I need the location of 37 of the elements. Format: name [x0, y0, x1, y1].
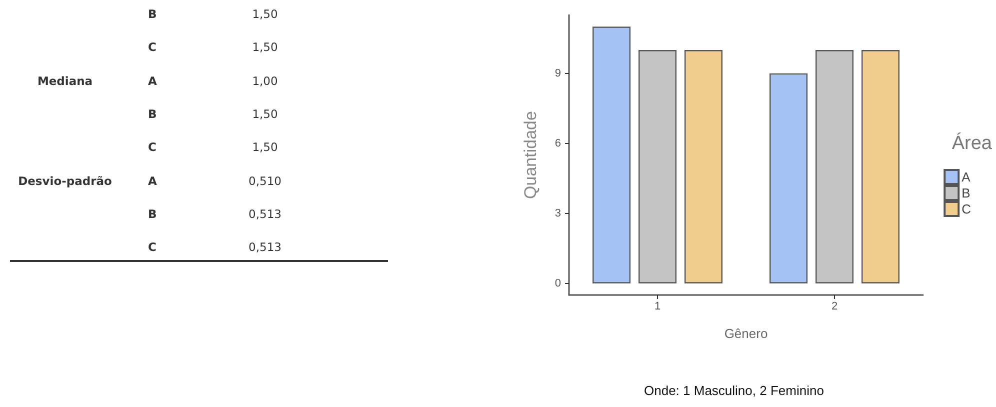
legend-label: A	[962, 170, 971, 184]
y-tick-label: 6	[554, 137, 561, 150]
legend-label: B	[962, 186, 970, 200]
text: C	[147, 39, 158, 56]
text: 1,50	[251, 39, 279, 56]
text: B	[147, 6, 158, 22]
text: C	[147, 139, 158, 156]
text: C	[147, 239, 158, 256]
text: B	[147, 206, 158, 222]
text: A	[148, 74, 157, 88]
text: 1,50	[251, 6, 279, 22]
text: Mediana	[36, 72, 94, 89]
legend-title: Área	[952, 132, 992, 154]
y-tick-label: 0	[554, 277, 561, 290]
text: 0,513	[248, 239, 282, 256]
text: Onde: 1 Masculino, 2 Feminino	[644, 383, 824, 398]
text: B	[147, 106, 158, 122]
bar	[684, 50, 722, 284]
text: 1,50	[251, 106, 279, 122]
bar	[770, 73, 808, 284]
y-tick-label: 3	[554, 207, 561, 220]
legend-label: C	[962, 202, 971, 216]
text: 0,513	[248, 206, 282, 222]
bar	[638, 50, 676, 284]
bar	[861, 50, 900, 284]
y-tick-label: 9	[554, 67, 561, 80]
bar	[592, 26, 631, 284]
x-tick-label: 1	[654, 300, 661, 312]
y-axis-title: Quantidade	[521, 111, 540, 199]
text: A	[148, 174, 157, 188]
x-tick-label: 2	[831, 300, 838, 312]
bar	[816, 50, 854, 284]
text: Desvio-padrão	[17, 172, 113, 188]
x-axis-title: Gênero	[724, 326, 768, 341]
text: 1,50	[251, 139, 279, 156]
text: 1,00	[251, 72, 279, 89]
text: 0,510	[248, 172, 282, 188]
